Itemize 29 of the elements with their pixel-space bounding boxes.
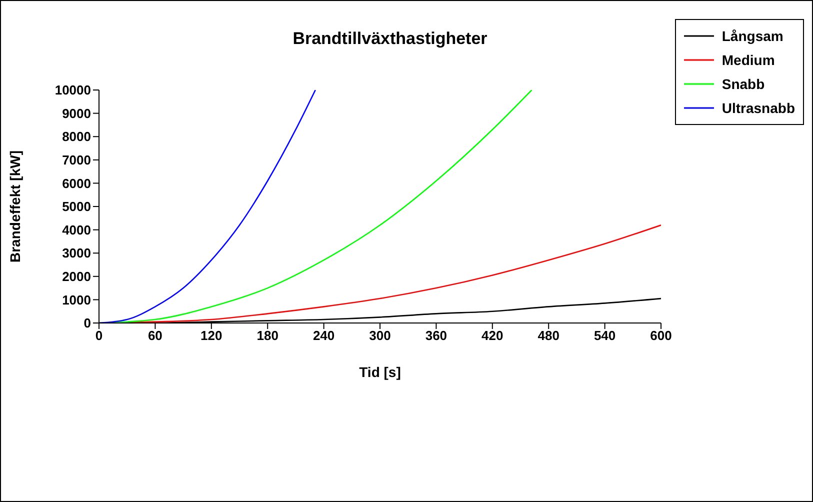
y-tick-label: 5000 [62,199,91,214]
x-tick-label: 540 [594,328,616,344]
x-tick-label: 60 [148,328,162,344]
legend-label: Snabb [722,76,765,92]
chart-title: Brandtillväxthastigheter [292,29,488,49]
x-tick-label: 120 [200,328,222,344]
x-tick-label: 360 [425,328,448,344]
legend-label: Långsam [722,28,784,44]
x-tick-label: 0 [95,328,103,344]
x-tick-label: 480 [538,328,560,344]
y-tick-label: 9000 [62,106,91,121]
y-tick-label: 4000 [62,222,91,238]
y-tick-label: 1000 [62,292,91,308]
y-tick-label: 6000 [62,176,91,191]
legend-label: Medium [722,52,775,68]
y-tick-label: 3000 [62,246,91,261]
y-tick-label: 7000 [62,152,91,168]
x-tick-label: 420 [482,328,504,344]
y-tick-label: 10000 [54,82,91,98]
x-tick-label: 300 [369,328,391,344]
x-tick-label: 600 [650,328,672,344]
x-tick-label: 240 [312,328,335,344]
y-tick-label: 2000 [62,269,91,284]
x-axis-title: Tid [s] [359,364,401,380]
x-tick-label: 180 [256,328,278,344]
y-tick-label: 8000 [62,129,91,144]
legend-label: Ultrasnabb [722,100,795,116]
y-axis-title: Brandeffekt [kW] [6,150,23,263]
y-tick-label: 0 [84,316,91,331]
